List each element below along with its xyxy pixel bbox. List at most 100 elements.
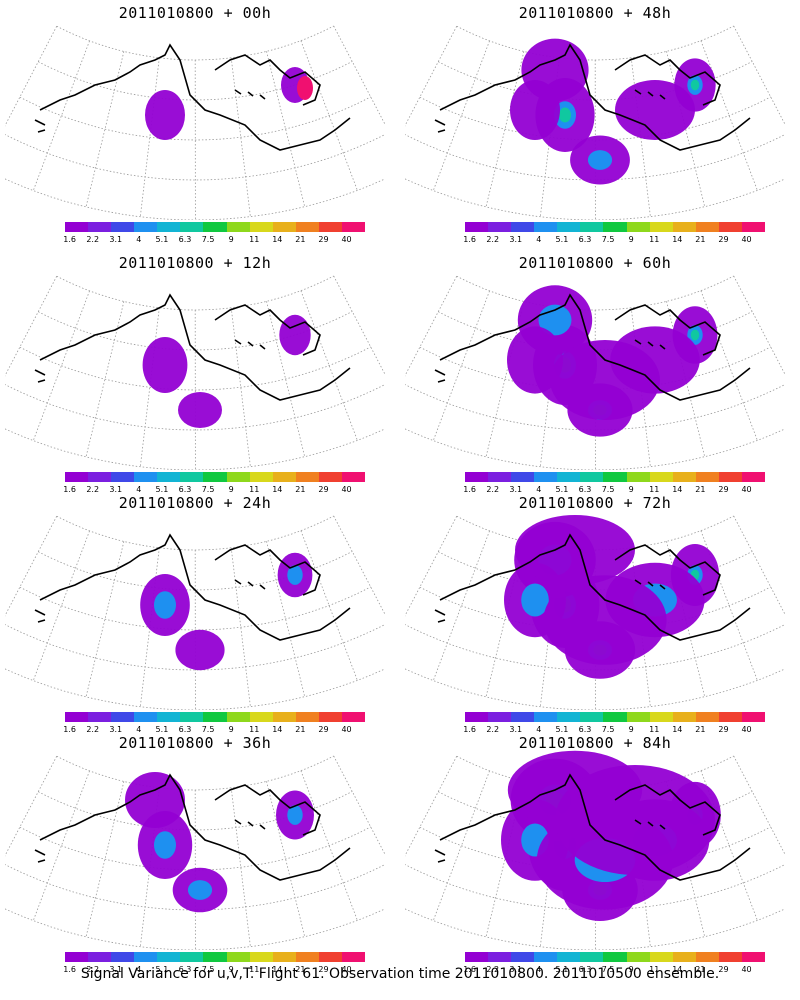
colorbar-segment [88, 222, 112, 232]
colorbar-segment [318, 472, 342, 482]
variance-field [140, 552, 313, 671]
colorbar-label: 6.3 [578, 235, 592, 244]
colorbar-label: 7.5 [201, 485, 215, 494]
colorbar-label: 2.2 [86, 485, 100, 494]
colorbar-label: 9 [228, 965, 234, 974]
colorbar-label: 29 [718, 485, 729, 494]
colorbar-label: 40 [741, 485, 752, 494]
colorbar-label: 14 [672, 235, 683, 244]
colorbar-segment [488, 472, 512, 482]
graticule [405, 275, 785, 470]
colorbar [65, 952, 366, 962]
colorbar-label: 4 [536, 965, 542, 974]
colorbar-segment [534, 472, 558, 482]
colorbar-segment [249, 952, 273, 962]
coastline [34, 773, 351, 881]
panel-title: 2011010800 + 72h [518, 494, 672, 512]
colorbar-segment [203, 712, 227, 722]
colorbar-label: 14 [272, 235, 283, 244]
colorbar-labels: 1.6 2.2 3.1 4 5.1 6.3 7.5 9 11 14 21 29 40 [63, 235, 365, 245]
colorbar-label: 9 [628, 235, 634, 244]
polar-map [5, 755, 385, 950]
polar-map [405, 25, 785, 220]
colorbar-labels: 1.6 2.2 3.1 4 5.1 6.3 7.5 9 11 14 21 29 40 [63, 725, 365, 735]
colorbar-segment [341, 952, 366, 962]
polar-map [5, 275, 385, 470]
colorbar-segment [580, 472, 604, 482]
colorbar-label: 29 [318, 725, 329, 734]
colorbar-segment [272, 222, 296, 232]
variance-field [504, 515, 720, 679]
colorbar-label: 2.2 [86, 235, 100, 244]
panel-title: 2011010800 + 12h [118, 254, 272, 272]
colorbar-segment [695, 472, 719, 482]
colorbar [465, 222, 766, 232]
coastline [434, 293, 751, 401]
colorbar-segment [134, 222, 158, 232]
colorbar-segment [626, 712, 650, 722]
colorbar-label: 29 [718, 965, 729, 974]
map-panel: 2011010800 + 24h 1.6 2.2 3.1 4 5.1 6.3 7.5 9 11 14… [5, 490, 385, 740]
colorbar-segment [203, 472, 227, 482]
colorbar-label: 5.1 [555, 485, 569, 494]
colorbar-label: 7.5 [201, 965, 215, 974]
colorbar-segment [534, 222, 558, 232]
colorbar-label: 6.3 [178, 965, 192, 974]
colorbar-segment [88, 952, 112, 962]
colorbar-segment [534, 952, 558, 962]
colorbar-labels: 1.6 2.2 3.1 4 5.1 6.3 7.5 9 11 14 21 29 40 [463, 725, 765, 735]
colorbar-label: 9 [628, 965, 634, 974]
colorbar-labels: 1.6 2.2 3.1 4 5.1 6.3 7.5 9 11 14 21 29 40 [63, 965, 365, 975]
colorbar-segment [134, 712, 158, 722]
colorbar-label: 7.5 [201, 235, 215, 244]
colorbar-segment [626, 222, 650, 232]
colorbar-segment [580, 712, 604, 722]
colorbar-segment [295, 952, 319, 962]
colorbar-label: 3.1 [509, 235, 523, 244]
colorbar-segment [226, 472, 250, 482]
colorbar-segment [295, 222, 319, 232]
colorbar-segment [741, 712, 766, 722]
colorbar-label: 1.6 [63, 485, 76, 494]
colorbar-segment [741, 222, 766, 232]
colorbar-label: 1.6 [63, 965, 76, 974]
graticule [5, 755, 385, 950]
colorbar-segment [180, 222, 204, 232]
colorbar-segment [341, 712, 366, 722]
colorbar-label: 14 [272, 725, 283, 734]
colorbar-label: 4 [136, 725, 142, 734]
colorbar-label: 1.6 [463, 965, 476, 974]
colorbar-segment [465, 952, 489, 962]
colorbar-label: 5.1 [155, 725, 169, 734]
colorbar-label: 11 [649, 725, 660, 734]
colorbar-label: 6.3 [578, 485, 592, 494]
colorbar-label: 14 [272, 485, 283, 494]
colorbar [465, 952, 766, 962]
colorbar-label: 2.2 [86, 965, 100, 974]
colorbar-segment [511, 952, 535, 962]
colorbar-labels: 1.6 2.2 3.1 4 5.1 6.3 7.5 9 11 14 21 29 40 [63, 485, 365, 495]
colorbar-segment [111, 472, 135, 482]
colorbar-segment [603, 222, 627, 232]
colorbar-segment [718, 712, 742, 722]
colorbar-label: 1.6 [463, 485, 476, 494]
variance-field [142, 314, 311, 428]
variance-field [501, 750, 721, 921]
polar-map [5, 515, 385, 710]
panel-title: 2011010800 + 00h [118, 4, 272, 22]
colorbar-label: 21 [695, 725, 706, 734]
colorbar-segment [488, 952, 512, 962]
colorbar-segment [672, 472, 696, 482]
graticule [405, 25, 785, 220]
colorbar-label: 2.2 [486, 485, 500, 494]
colorbar [65, 712, 366, 722]
colorbar-label: 7.5 [601, 965, 615, 974]
colorbar-label: 1.6 [63, 725, 76, 734]
colorbar-label: 11 [249, 725, 260, 734]
variance-field [507, 285, 718, 437]
colorbar-label: 7.5 [201, 725, 215, 734]
colorbar-label: 21 [695, 235, 706, 244]
panel-title: 2011010800 + 84h [518, 734, 672, 752]
panel-title: 2011010800 + 60h [518, 254, 672, 272]
colorbar-segment [157, 712, 181, 722]
